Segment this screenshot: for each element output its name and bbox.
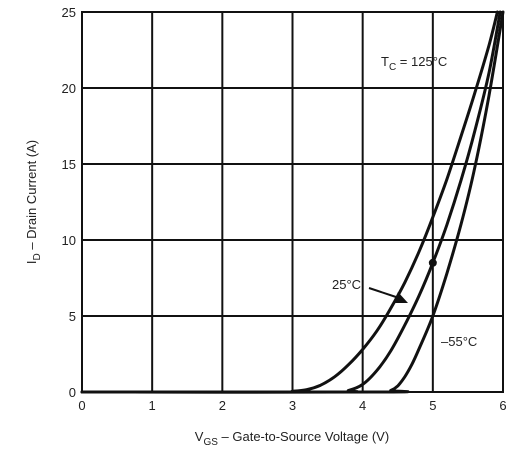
tc-value: = 125°C xyxy=(396,54,447,69)
x-axis-label: VGS – Gate-to-Source Voltage (V) xyxy=(195,429,389,448)
x-label-sub: GS xyxy=(203,437,218,448)
y-tick-label: 5 xyxy=(69,309,76,324)
tc-subscript: C xyxy=(389,62,396,73)
label-minus55c: –55°C xyxy=(441,334,477,349)
label-25c: 25°C xyxy=(332,277,361,292)
y-tick-label: 25 xyxy=(62,5,76,20)
x-tick-label: 2 xyxy=(219,398,226,413)
tc-annotation: TC = 125°C xyxy=(381,54,447,73)
y-tick-label: 10 xyxy=(62,233,76,248)
y-axis-label: ID – Drain Current (A) xyxy=(24,140,43,264)
marker-point xyxy=(429,259,437,267)
y-tick-label: 20 xyxy=(62,81,76,96)
label-25c-arrow-line xyxy=(369,288,396,297)
x-label-rest: – Gate-to-Source Voltage (V) xyxy=(218,429,389,444)
y-tick-label: 0 xyxy=(69,385,76,400)
y-label-sub: D xyxy=(32,253,43,260)
x-tick-label: 6 xyxy=(499,398,506,413)
x-label-main: V xyxy=(195,429,204,444)
series-125c-curve xyxy=(82,12,497,392)
x-tick-label: 4 xyxy=(359,398,366,413)
x-tick-label: 3 xyxy=(289,398,296,413)
x-tick-label: 1 xyxy=(149,398,156,413)
y-label-rest: – Drain Current (A) xyxy=(24,140,39,253)
x-tick-label: 5 xyxy=(429,398,436,413)
tc-prefix: T xyxy=(381,54,389,69)
x-tick-label: 0 xyxy=(78,398,85,413)
y-tick-label: 15 xyxy=(62,157,76,172)
